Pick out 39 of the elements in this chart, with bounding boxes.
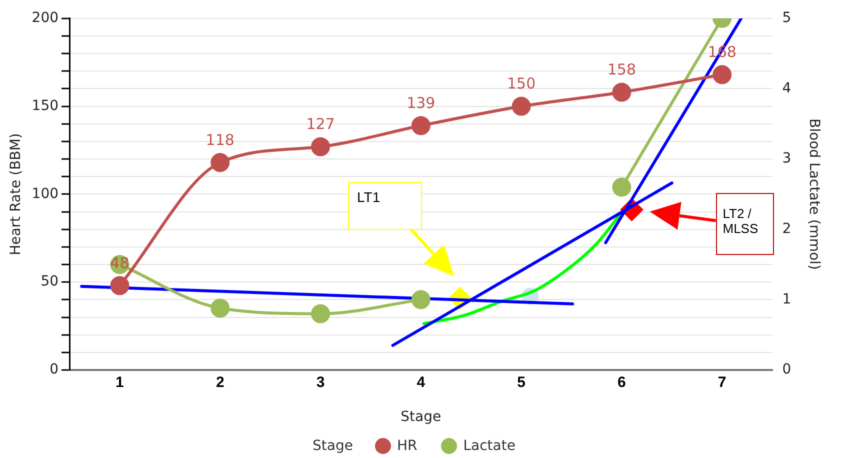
data-label: 118	[206, 130, 234, 149]
point	[110, 276, 130, 296]
point	[311, 137, 330, 156]
x-tick-label: 3	[316, 374, 325, 392]
y-axis-title: Heart Rate (BBM)	[8, 133, 24, 256]
y-tick-label: 100	[32, 186, 59, 202]
data-label: 158	[607, 60, 636, 79]
y-tick-label: 50	[40, 274, 59, 290]
y-tick-label: 150	[32, 98, 59, 114]
legend-label: Lactate	[463, 438, 516, 454]
x-tick-label: 2	[216, 374, 224, 392]
y2-axis-title: Blood Lactate (mmol)	[806, 118, 822, 270]
x-tick-label: 4	[416, 374, 426, 392]
y2-tick-label: 4	[782, 80, 792, 96]
point	[712, 65, 732, 84]
y2-tick-label: 2	[782, 221, 792, 237]
x-tick-label: 5	[517, 374, 526, 392]
x-tick-label: 6	[618, 374, 626, 392]
x-axis-title: Stage	[400, 409, 442, 426]
x-tick-label: 1	[116, 374, 124, 392]
data-label: 127	[306, 115, 335, 134]
data-label: 139	[406, 94, 436, 112]
point	[411, 116, 430, 136]
y2-tick-label: 1	[782, 291, 792, 308]
callout-box: LT1	[348, 182, 422, 230]
point	[612, 82, 632, 102]
y2-tick-label: 3	[782, 150, 792, 167]
y-tick-label: 0	[50, 362, 59, 378]
callout-box: LT2 / MLSS	[716, 192, 774, 255]
legend-title: Stage	[312, 438, 353, 454]
point	[512, 96, 531, 116]
point	[210, 153, 230, 172]
legend-label: HR	[396, 438, 418, 454]
x-tick-label: 7	[718, 374, 726, 392]
y2-tick-label: 5	[782, 10, 792, 26]
data-label: 150	[506, 74, 536, 93]
data-label: 48	[110, 254, 130, 272]
y-tick-label: 200	[32, 10, 59, 26]
y2-tick-label: 0	[782, 362, 792, 378]
